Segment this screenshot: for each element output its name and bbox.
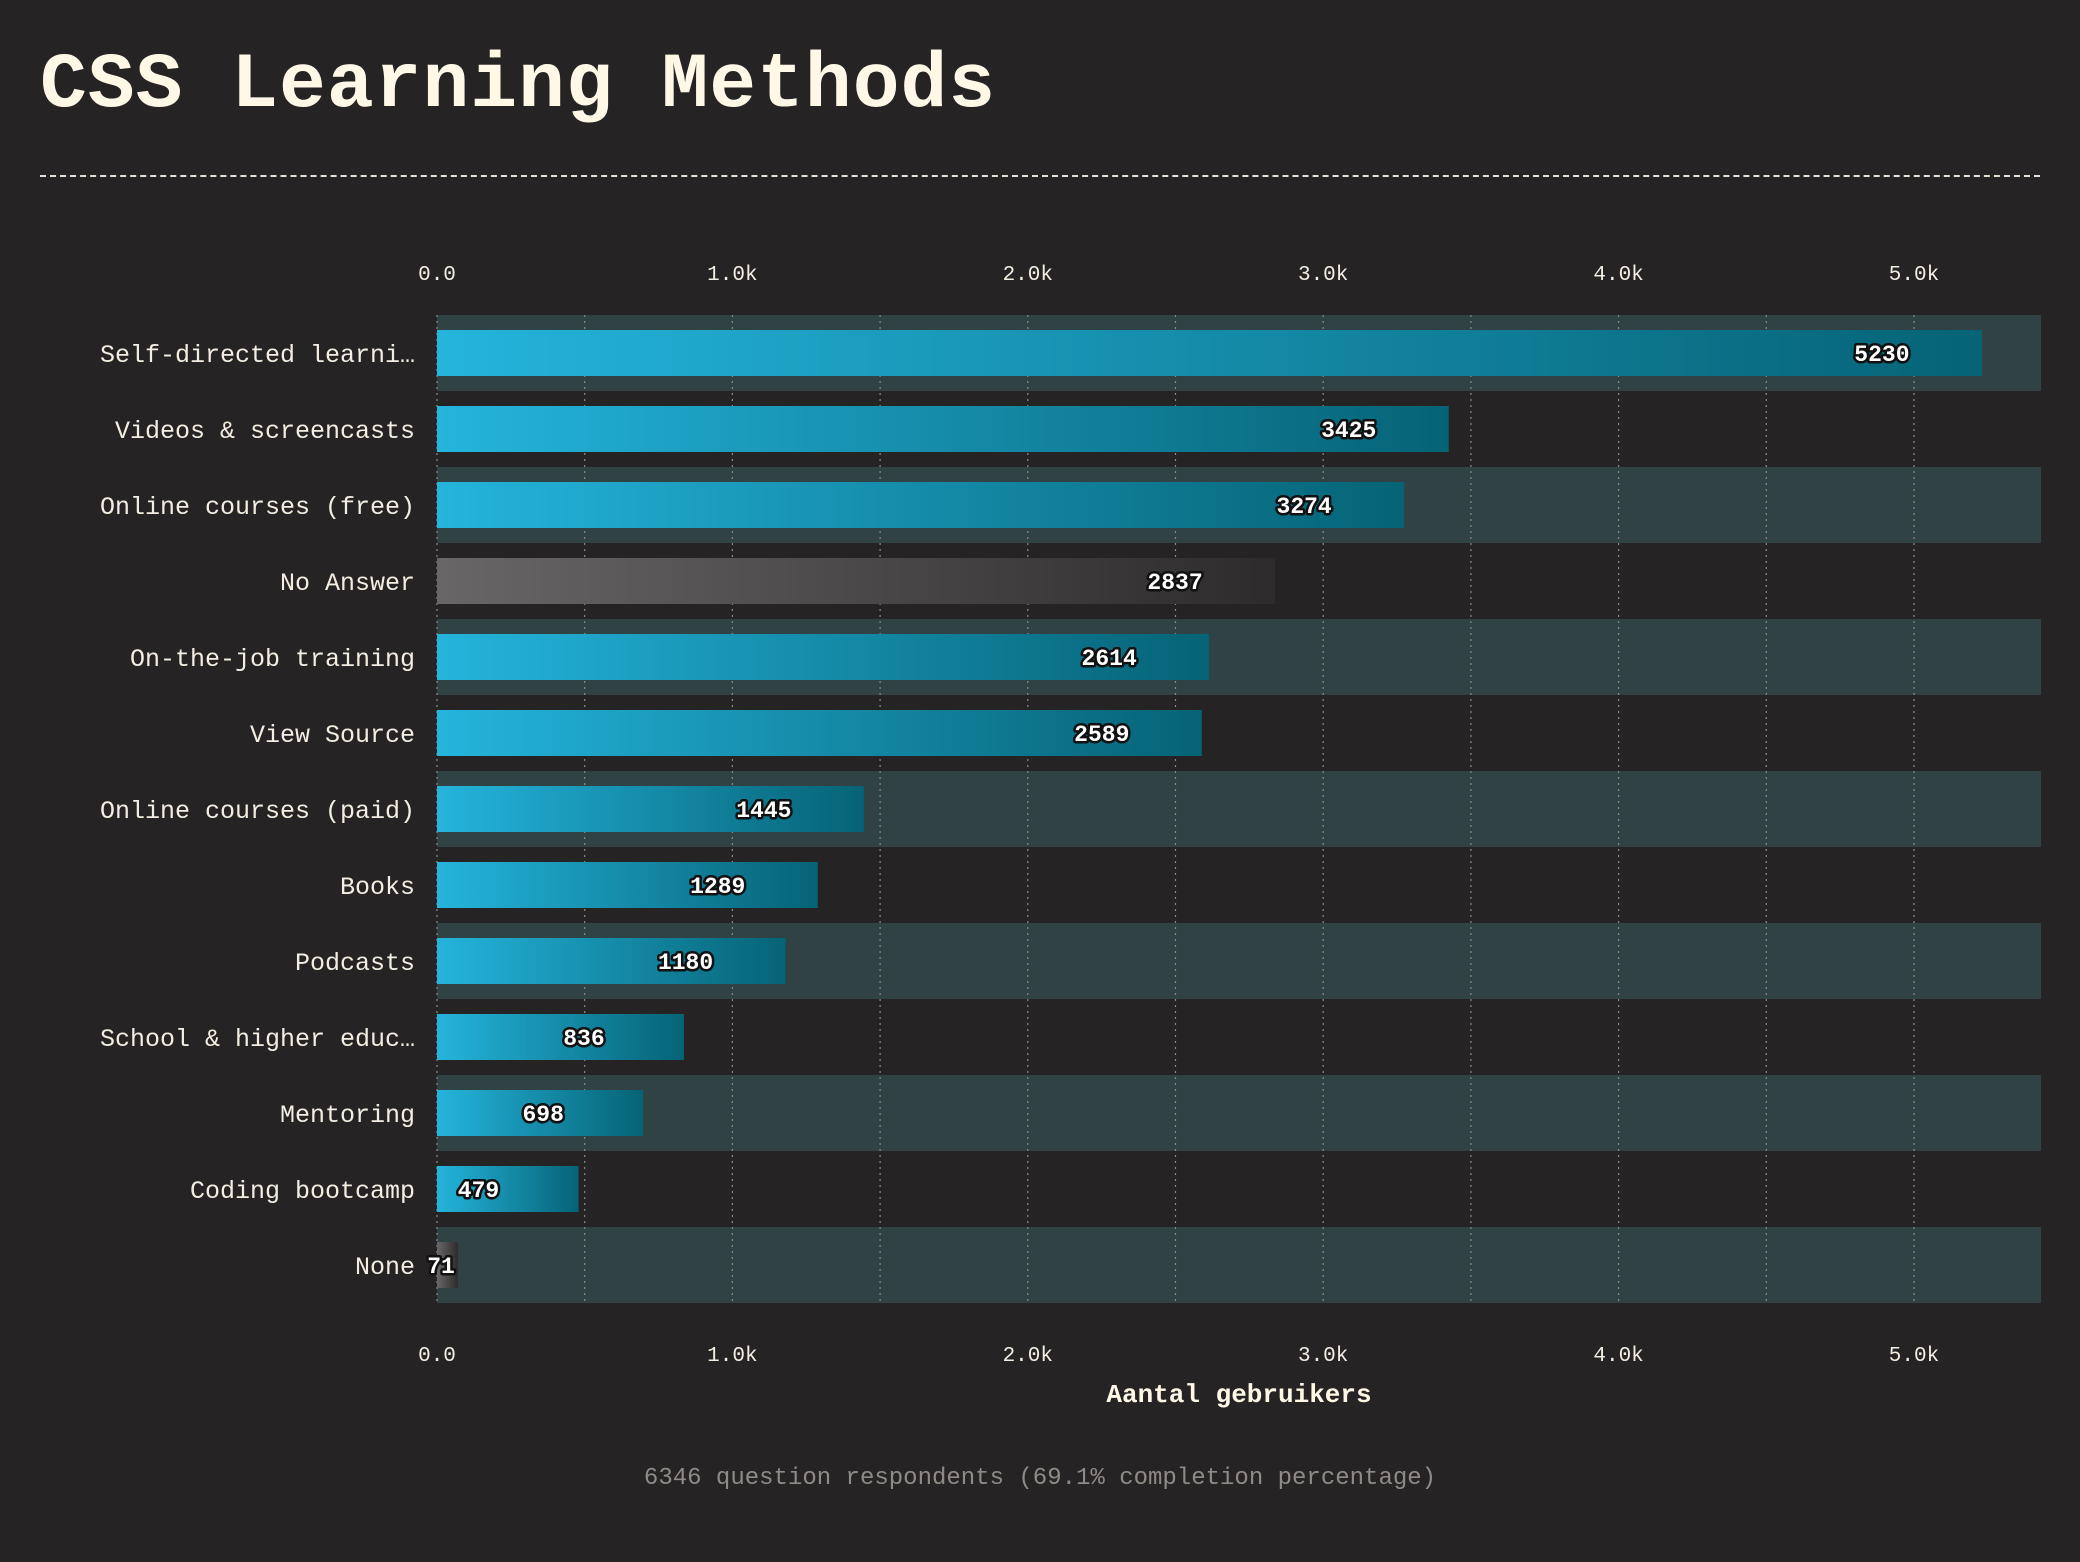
- bar: [437, 558, 1276, 604]
- category-label: Self-directed learni…: [100, 341, 415, 370]
- bar: [437, 1242, 458, 1288]
- title-divider: [40, 175, 2040, 177]
- category-labels: Self-directed learni… Videos & screencast…: [100, 341, 415, 1282]
- bar: [437, 938, 786, 984]
- value-labels: 5230 3425 3274 2837 2614 2589 1445 1289 1180 836 6…: [425, 340, 1912, 1283]
- bar: [437, 710, 1202, 756]
- x-tick-label-top: 1.0k: [707, 264, 757, 287]
- bar: [437, 406, 1449, 452]
- bar: [437, 1014, 684, 1060]
- category-label: Online courses (free): [100, 493, 415, 522]
- respondents-footnote: 6346 question respondents (69.1% complet…: [643, 1465, 1437, 1492]
- value-label: 2589: [1074, 722, 1129, 748]
- x-axis-label: Aantal gebruikers: [1106, 1380, 1372, 1410]
- category-label: Mentoring: [280, 1101, 415, 1130]
- x-tick-label-bottom: 2.0k: [1003, 1345, 1053, 1368]
- bar: [437, 862, 818, 908]
- bar: [437, 482, 1405, 528]
- category-label: Videos & screencasts: [115, 417, 415, 446]
- value-label: 3425: [1321, 418, 1376, 444]
- category-label: Books: [340, 873, 415, 902]
- x-tick-label-top: 0.0: [418, 264, 456, 287]
- x-tick-label-top: 3.0k: [1298, 264, 1348, 287]
- value-label: 1445: [736, 798, 791, 824]
- category-label: None: [355, 1253, 415, 1282]
- category-label: On-the-job training: [130, 645, 415, 674]
- x-axis-ticks: 0.0 0.0 1.0k 1.0k 2.0k 2.0k 3.0k 3.0k 4.0k 4.0k 5.…: [418, 264, 1939, 1368]
- x-tick-label-bottom: 4.0k: [1593, 1345, 1643, 1368]
- chart-title: CSS Learning Methods: [40, 42, 997, 130]
- bar: [437, 634, 1210, 680]
- x-tick-label-bottom: 1.0k: [707, 1345, 757, 1368]
- x-tick-label-bottom: 0.0: [418, 1345, 456, 1368]
- category-label: No Answer: [280, 569, 415, 598]
- value-label: 2614: [1082, 646, 1137, 672]
- bars: [437, 330, 1982, 1288]
- x-tick-label-bottom: 5.0k: [1889, 1345, 1939, 1368]
- category-label: Online courses (paid): [100, 797, 415, 826]
- value-label: 71: [427, 1254, 455, 1280]
- bar: [437, 330, 1982, 376]
- value-label: 1180: [658, 950, 713, 976]
- category-label: View Source: [250, 721, 415, 750]
- bar: [437, 1090, 644, 1136]
- x-tick-label-top: 5.0k: [1889, 264, 1939, 287]
- x-tick-label-top: 4.0k: [1593, 264, 1643, 287]
- value-label: 3274: [1277, 494, 1332, 520]
- row-bands: [437, 315, 2041, 1303]
- value-label: 698: [522, 1102, 563, 1128]
- row-band: [437, 1075, 2041, 1151]
- bar: [437, 786, 864, 832]
- x-tick-label-bottom: 3.0k: [1298, 1345, 1348, 1368]
- category-label: Podcasts: [295, 949, 415, 978]
- value-label: 1289: [690, 874, 745, 900]
- row-band: [437, 1227, 2041, 1303]
- bar: [437, 1166, 579, 1212]
- value-label: 2837: [1147, 570, 1202, 596]
- x-tick-label-top: 2.0k: [1003, 264, 1053, 287]
- category-label: School & higher educ…: [100, 1025, 415, 1054]
- category-label: Coding bootcamp: [190, 1177, 415, 1206]
- value-label: 836: [563, 1026, 604, 1052]
- value-label: 479: [458, 1178, 499, 1204]
- value-label: 5230: [1854, 342, 1909, 368]
